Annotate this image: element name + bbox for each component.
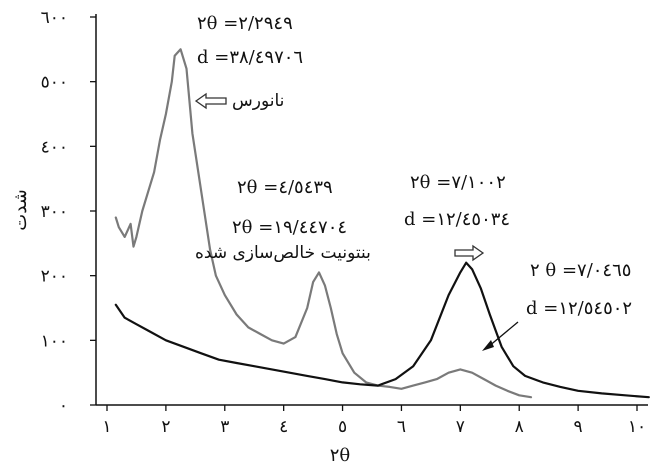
series-line-0 (114, 48, 533, 399)
x-tick-label-9: ١٠ (628, 417, 646, 437)
series-layer (114, 48, 650, 399)
y-tick-label-5: ٥٠٠ (41, 73, 68, 93)
x-tick-label-3: ٤ (279, 417, 288, 437)
x-axis-title: ۲θ (330, 445, 351, 466)
x-tick-label-4: ٥ (338, 417, 347, 437)
x-tick-label-8: ٩ (574, 417, 583, 437)
annotation-peak3-d: d =١۲/٤٥٠۳٤ (404, 209, 510, 230)
annotation-peak2-d: ۲θ =١٩/٤٤٧٠٤ (232, 217, 347, 238)
annotation-bento-label: بنتونیت خالص‌سازی شده (195, 243, 371, 263)
x-tick-label-5: ٦ (397, 417, 406, 437)
y-tick-label-6: ٦٠٠ (41, 8, 68, 28)
annotation-peak4-d: d =١۲/٥٤٥٠۲ (526, 298, 632, 319)
annotation-peak3-2theta: ۲θ =٧/١٠٠۲ (410, 172, 506, 193)
annotation-peak4-2theta: ۲ θ =٧/٠٤٦٥ (530, 260, 631, 281)
y-tick-label-1: ١٠٠ (41, 331, 68, 351)
y-tick-label-0: ٠ (59, 396, 68, 416)
arrow-right-icon (454, 244, 485, 262)
x-tick-label-1: ۲ (161, 417, 170, 437)
x-tick-label-0: ۱ (102, 417, 111, 437)
annotations: ۲θ =۲/۲۹٤۹ d =۳۸/٤۹٧٠٦ نانورس ۲θ =٤/٥٤۳۹… (194, 13, 632, 351)
y-tick-label-2: ٢٠٠ (41, 267, 68, 287)
y-axis-title: شدت (10, 189, 31, 230)
y-tick-label-3: ٣٠٠ (41, 202, 68, 222)
annotation-peak1-2theta: ۲θ =۲/۲۹٤۹ (197, 13, 293, 34)
annotation-peak1-d: d =۳۸/٤۹٧٠٦ (197, 47, 303, 68)
x-tick-label-7: ٨ (515, 417, 524, 437)
annotation-peak2-2theta: ۲θ =٤/٥٤۳۹ (237, 177, 333, 198)
x-tick-label-6: ٧ (456, 417, 465, 437)
pointer-arrow-icon (482, 321, 519, 351)
y-tick-label-4: ٤٠٠ (41, 137, 68, 157)
x-tick-label-2: ۳ (220, 417, 229, 437)
annotation-nano-label: نانورس (232, 91, 284, 111)
series-line-1 (114, 261, 650, 399)
arrow-left-icon (194, 92, 227, 110)
